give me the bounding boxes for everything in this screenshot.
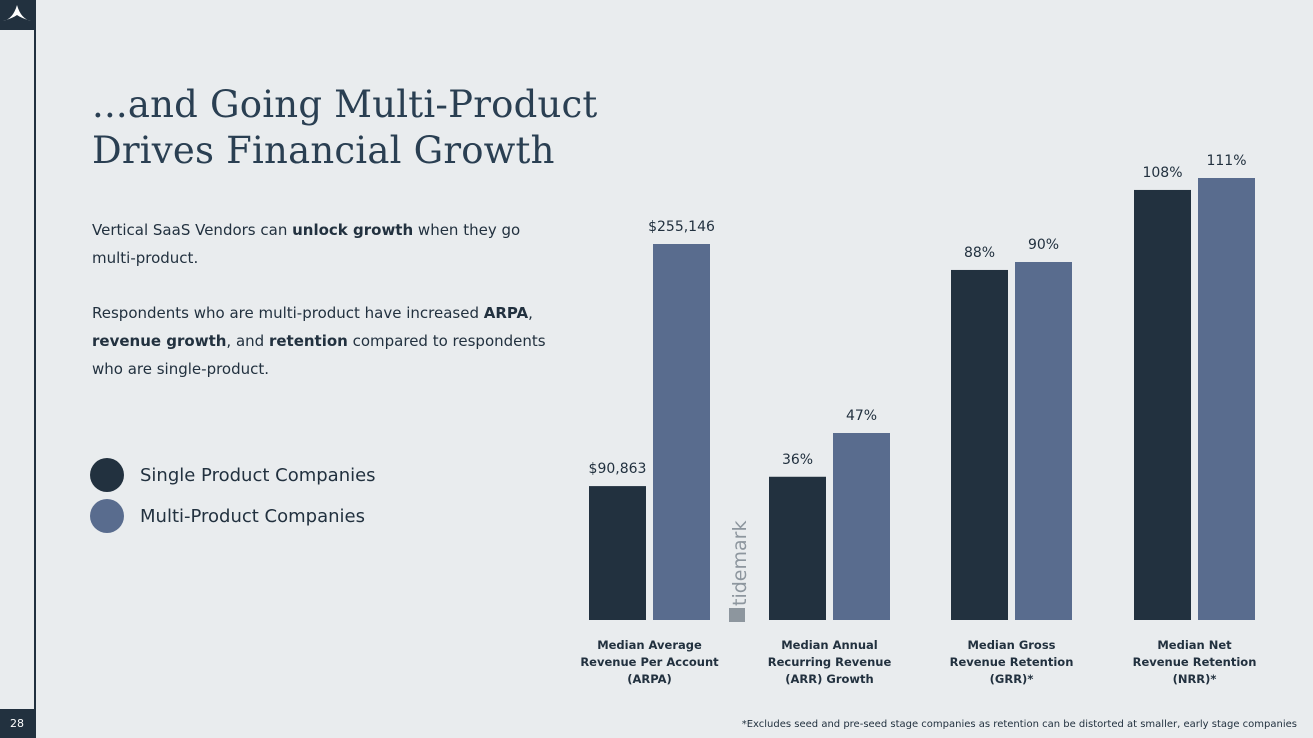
chart-legend: Single Product Companies Multi-Product C… [90, 458, 376, 540]
bar-multi-product [653, 244, 710, 620]
category-label: Median Gross [967, 638, 1055, 652]
bar-single-product [769, 476, 826, 620]
page-title: ...and Going Multi-Product Drives Financ… [92, 82, 652, 174]
legend-swatch-single-product [90, 458, 124, 492]
intro-text: , [528, 304, 533, 322]
intro-emphasis: retention [268, 332, 348, 350]
category-label: Recurring Revenue [768, 655, 892, 669]
bar-value-label: $255,146 [648, 219, 715, 235]
bar-multi-product [833, 433, 890, 620]
intro-text: Vertical SaaS Vendors can [92, 221, 293, 239]
bar-single-product [589, 486, 646, 620]
category-label: (NRR)* [1173, 672, 1217, 686]
bar-single-product [951, 269, 1008, 620]
category-label: (ARPA) [627, 672, 672, 686]
title-line-2: Drives Financial Growth [92, 129, 555, 172]
page-number: 28 [0, 709, 34, 738]
category-label: Revenue Per Account [580, 655, 719, 669]
intro-text: , and [226, 332, 269, 350]
category-label: Median Average [597, 638, 702, 652]
intro-emphasis: unlock growth [292, 221, 414, 239]
intro-paragraph-1: Vertical SaaS Vendors can unlock growth … [92, 216, 562, 272]
bar-value-label: 111% [1206, 153, 1246, 169]
category-label: Median Annual [781, 638, 878, 652]
intro-text: compared to respondents who are single-p… [92, 332, 546, 378]
intro-paragraph-2: Respondents who are multi-product have i… [92, 299, 562, 383]
bar-multi-product [1015, 262, 1072, 620]
bar-single-product [1134, 189, 1191, 620]
left-vertical-rule [34, 0, 36, 738]
bar-value-label: $90,863 [589, 461, 647, 477]
category-label: Revenue Retention [950, 655, 1074, 669]
category-label: Median Net [1157, 638, 1232, 652]
tidemark-watermark: tidemark [729, 521, 751, 606]
legend-label: Single Product Companies [140, 464, 376, 486]
bar-value-label: 36% [782, 452, 813, 468]
legend-swatch-multi-product [90, 499, 124, 533]
intro-emphasis: revenue growth [92, 332, 227, 350]
category-label: (ARR) Growth [785, 672, 873, 686]
brand-logo [0, 0, 34, 30]
bar-value-label: 108% [1142, 165, 1182, 181]
category-label: (GRR)* [990, 672, 1034, 686]
intro-emphasis: ARPA [483, 304, 529, 322]
legend-item-multi-product: Multi-Product Companies [90, 499, 376, 533]
tidemark-mark-icon [729, 608, 745, 622]
title-line-1: ...and Going Multi-Product [92, 83, 598, 126]
bar-multi-product [1198, 178, 1255, 620]
footnote: *Excludes seed and pre-seed stage compan… [741, 719, 1297, 730]
intro-text: Respondents who are multi-product have i… [92, 304, 484, 322]
category-label: Revenue Retention [1133, 655, 1257, 669]
legend-label: Multi-Product Companies [140, 505, 365, 527]
legend-item-single-product: Single Product Companies [90, 458, 376, 492]
bar-value-label: 88% [964, 245, 995, 261]
bar-value-label: 47% [846, 408, 877, 424]
intro-text: when they go multi-product. [92, 221, 521, 267]
bar-value-label: 90% [1028, 237, 1059, 253]
